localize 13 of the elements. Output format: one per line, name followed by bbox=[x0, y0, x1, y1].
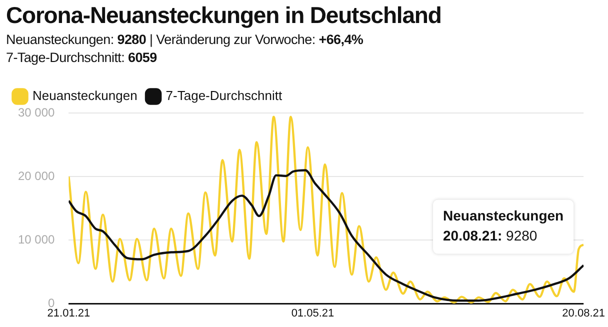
line-series bbox=[68, 169, 584, 302]
y-tick-label: 10 000 bbox=[18, 232, 56, 247]
line-series bbox=[68, 116, 584, 304]
x-tick-label: 21.01.21 bbox=[47, 307, 90, 320]
annotation: Neuansteckungen 20.08.21: 9280 bbox=[443, 208, 564, 244]
text: Neuansteckungen: 9280 | Veränderung zur Vorwoche: +66,4% 7-Tage-Durchschnitt: 6059 bbox=[6, 32, 364, 65]
chart-title: Corona-Neuansteckungen in Deutschland bbox=[6, 2, 442, 29]
y-tick-label: 30 000 bbox=[18, 105, 56, 120]
legend-label: Neuansteckungen bbox=[32, 88, 138, 104]
y-tick-label: 20 000 bbox=[18, 168, 56, 183]
x-tick-label: 20.08.21 bbox=[562, 307, 606, 320]
legend-label: 7-Tage-Durchschnitt bbox=[166, 88, 283, 104]
x-tick-label: 01.05.21 bbox=[291, 307, 334, 320]
